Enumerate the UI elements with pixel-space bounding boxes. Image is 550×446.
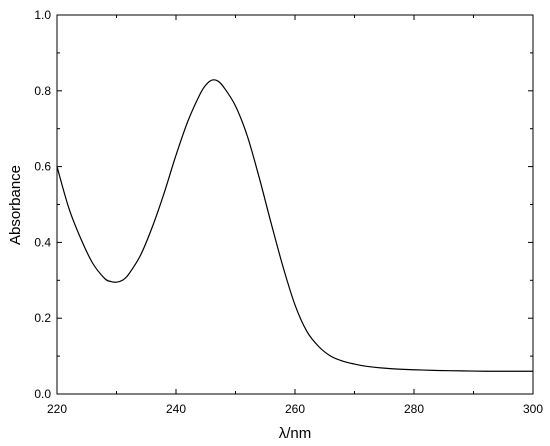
y-tick-label: 0.8 [34,84,51,98]
series-line [56,79,533,372]
x-axis-title: λ/nm [279,425,312,442]
plot-frame [56,14,534,395]
x-tick-label: 240 [166,402,186,416]
y-tick-label: 0.0 [34,387,51,401]
y-tick-label: 0.4 [34,235,51,249]
x-tick-label: 300 [523,402,543,416]
y-tick-label: 0.2 [34,311,51,325]
x-tick-label: 220 [47,402,67,416]
y-tick-label: 0.6 [34,160,51,174]
tick-labels: 220 240 260 280 300 0.0 0.2 0.4 0.6 0.8 1.0 [34,8,543,416]
ticks [56,14,534,395]
x-tick-label: 280 [404,402,424,416]
x-tick-label: 260 [285,402,305,416]
y-tick-label: 1.0 [34,8,51,22]
y-axis-title: Absorbance [7,165,24,245]
